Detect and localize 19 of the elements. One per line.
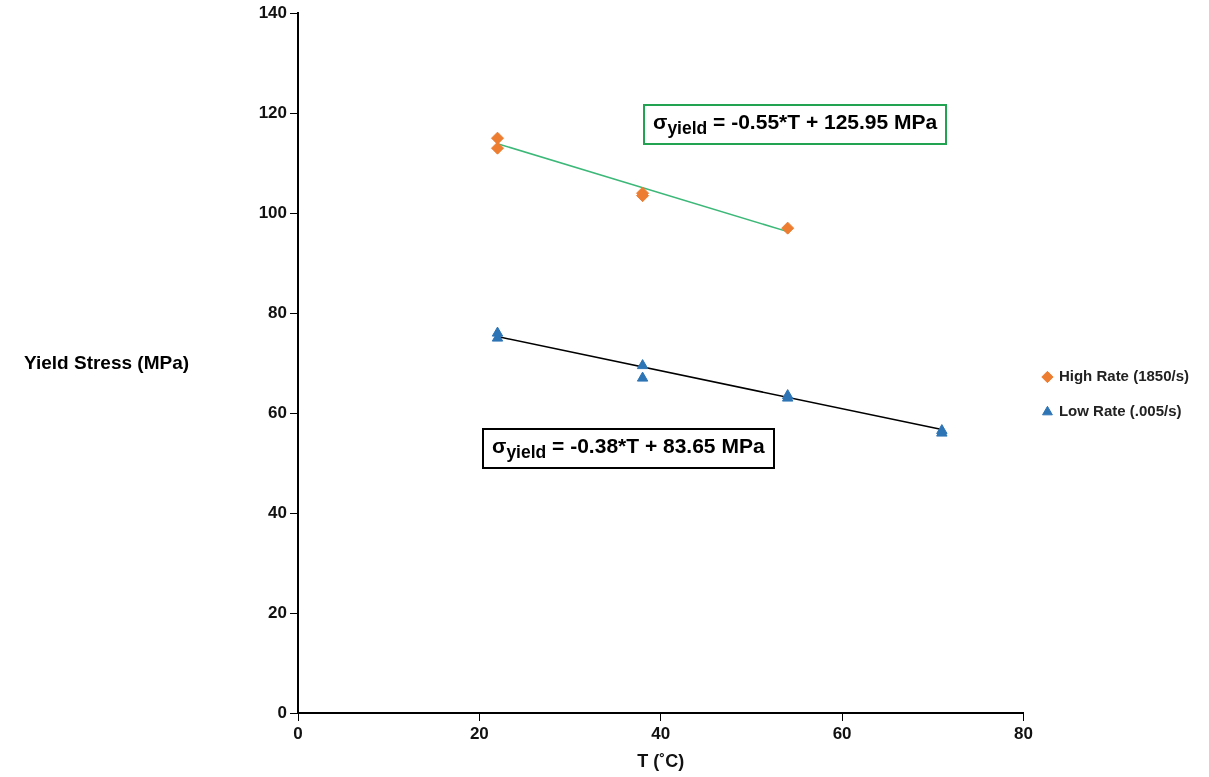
y-tick-label: 20 [268, 602, 287, 622]
y-tick-label: 140 [258, 2, 287, 22]
x-tick-label: 0 [293, 723, 303, 743]
legend-label: High Rate (1850/s) [1058, 367, 1190, 385]
legend-label: Low Rate (.005/s) [1058, 402, 1182, 420]
x-tick-label: 80 [1014, 723, 1033, 743]
y-tick-label: 40 [268, 502, 287, 522]
annotation: σ$_{yield}$ = -0.38*T + 83.65 MPa [482, 428, 775, 470]
annotation: σ$_{yield}$ = -0.55*T + 125.95 MPa [643, 104, 948, 146]
y-tick-label: 120 [258, 102, 287, 122]
x-tick-label: 60 [832, 723, 852, 743]
x-tick-label: 40 [651, 723, 671, 743]
y-axis-title: Yield Stress (MPa) [24, 352, 190, 374]
y-tick-label: 100 [258, 202, 287, 222]
x-axis-title: T (˚C) [637, 751, 685, 772]
x-tick-label: 20 [469, 723, 489, 743]
y-tick-label: 60 [268, 402, 287, 422]
y-tick-label: 80 [268, 302, 287, 322]
y-tick-label: 0 [277, 702, 287, 722]
